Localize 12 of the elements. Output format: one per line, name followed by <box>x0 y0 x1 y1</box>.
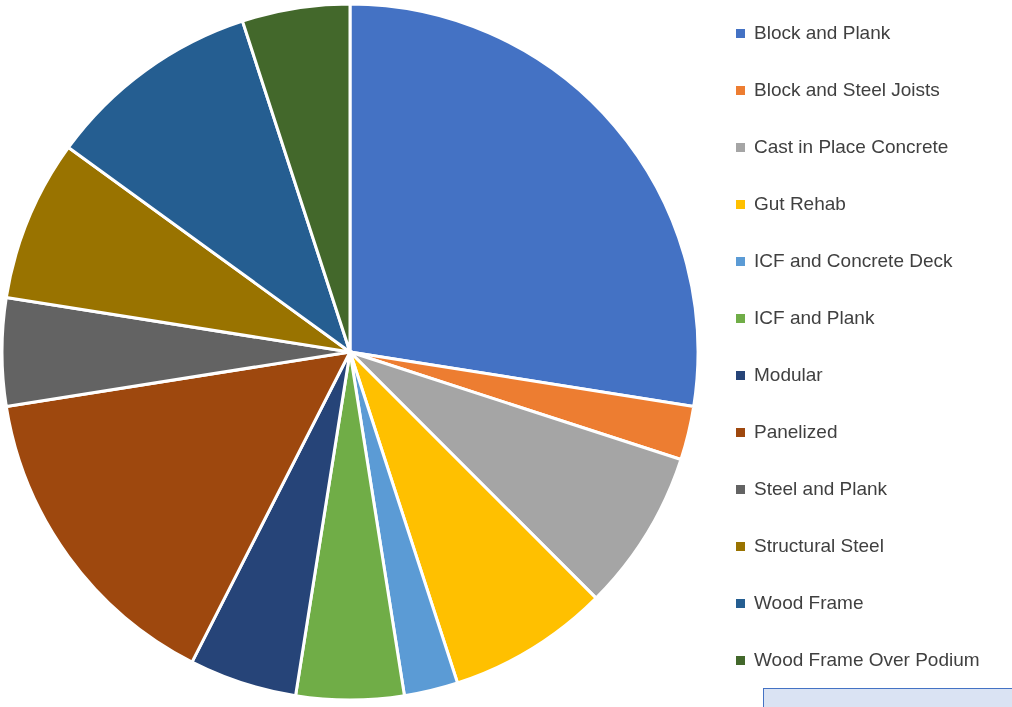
legend-label: Block and Plank <box>754 22 891 44</box>
legend-label: Gut Rehab <box>754 193 846 215</box>
legend-label: Modular <box>754 364 823 386</box>
legend-label: Wood Frame Over Podium <box>754 649 980 671</box>
legend-label: ICF and Concrete Deck <box>754 250 953 272</box>
legend-label: ICF and Plank <box>754 307 875 329</box>
legend-label: Structural Steel <box>754 535 884 557</box>
legend-label: Block and Steel Joists <box>754 79 940 101</box>
legend-label: Panelized <box>754 421 838 443</box>
legend-label: Wood Frame <box>754 592 864 614</box>
legend-label: Steel and Plank <box>754 478 888 500</box>
legend-label: Cast in Place Concrete <box>754 136 949 158</box>
